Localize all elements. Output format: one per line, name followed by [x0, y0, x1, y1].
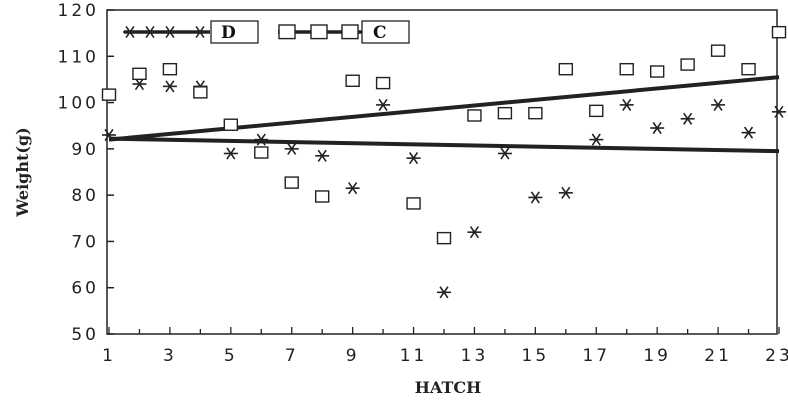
point-c — [558, 62, 574, 76]
legend-marker-d — [193, 25, 207, 39]
point-c — [375, 76, 391, 90]
x-tick-label: 15 — [522, 346, 550, 366]
point-c — [649, 65, 665, 78]
point-d — [650, 121, 665, 135]
point-c — [467, 109, 482, 122]
point-c — [345, 74, 360, 87]
point-c — [741, 62, 756, 76]
point-c — [193, 86, 208, 99]
point-d — [254, 133, 269, 146]
legend-marker-c — [278, 24, 296, 40]
x-tick-label: 7 — [285, 346, 299, 366]
point-c — [132, 67, 147, 81]
point-c — [254, 146, 269, 159]
trend-line-d — [108, 136, 780, 154]
point-d — [558, 186, 573, 199]
point-d — [741, 126, 756, 139]
legend-marker-d — [123, 25, 137, 39]
x-tick-label: 17 — [582, 346, 610, 366]
y-tick-label: 80 — [71, 186, 99, 206]
legend-marker-c — [341, 24, 359, 40]
point-d — [589, 133, 604, 146]
y-tick-label: 90 — [71, 140, 99, 160]
point-d — [102, 128, 116, 142]
x-tick-label: 13 — [461, 346, 489, 366]
legend-label-d: D — [221, 23, 236, 43]
legend-box-d — [210, 20, 259, 44]
point-d — [467, 226, 482, 239]
point-c — [436, 231, 452, 245]
x-axis-title: HATCH — [415, 378, 481, 397]
y-tick-label: 70 — [71, 232, 99, 252]
legend-marker-d — [163, 25, 177, 39]
x-tick-label: 1 — [102, 346, 116, 366]
point-d — [162, 80, 177, 93]
point-d — [223, 147, 238, 160]
point-c — [101, 88, 117, 101]
point-c — [710, 44, 726, 57]
trend-line-c — [108, 75, 780, 142]
point-d — [680, 112, 695, 125]
y-tick-label: 110 — [58, 47, 99, 67]
point-d — [497, 147, 512, 160]
legend-marker-c — [310, 24, 328, 40]
point-d — [619, 98, 634, 111]
point-c — [162, 62, 178, 76]
point-d — [437, 286, 451, 299]
point-d — [376, 98, 391, 111]
legend-label-c: C — [373, 23, 387, 43]
point-c — [314, 190, 330, 203]
point-c — [497, 106, 513, 120]
x-tick-label: 23 — [765, 346, 788, 366]
x-tick-label: 11 — [400, 346, 428, 366]
x-tick-label: 9 — [346, 346, 360, 366]
point-d — [711, 98, 726, 111]
point-c — [528, 106, 543, 120]
y-tick-label: 50 — [71, 325, 99, 345]
y-tick-label: 120 — [58, 1, 99, 21]
point-d — [132, 77, 147, 91]
point-d — [772, 105, 786, 118]
plot-frame — [106, 9, 778, 335]
point-d — [284, 142, 299, 155]
legend-box-c — [361, 20, 410, 44]
x-tick-label: 5 — [224, 346, 238, 366]
point-d — [345, 182, 360, 195]
point-d — [315, 149, 330, 162]
x-tick-label: 21 — [704, 346, 732, 366]
x-tick-label: 19 — [643, 346, 671, 366]
point-c — [406, 197, 421, 210]
point-c — [223, 118, 239, 131]
point-c — [589, 104, 604, 118]
point-c — [771, 25, 787, 39]
y-axis-title: Weight(g) — [13, 127, 32, 217]
point-d — [528, 191, 543, 204]
legend-marker-d — [143, 25, 157, 39]
point-c — [680, 58, 695, 71]
x-tick-label: 3 — [163, 346, 177, 366]
point-c — [619, 62, 634, 76]
y-tick-label: 100 — [58, 94, 99, 114]
point-c — [284, 176, 299, 189]
y-tick-label: 60 — [71, 279, 99, 299]
point-d — [406, 152, 421, 165]
